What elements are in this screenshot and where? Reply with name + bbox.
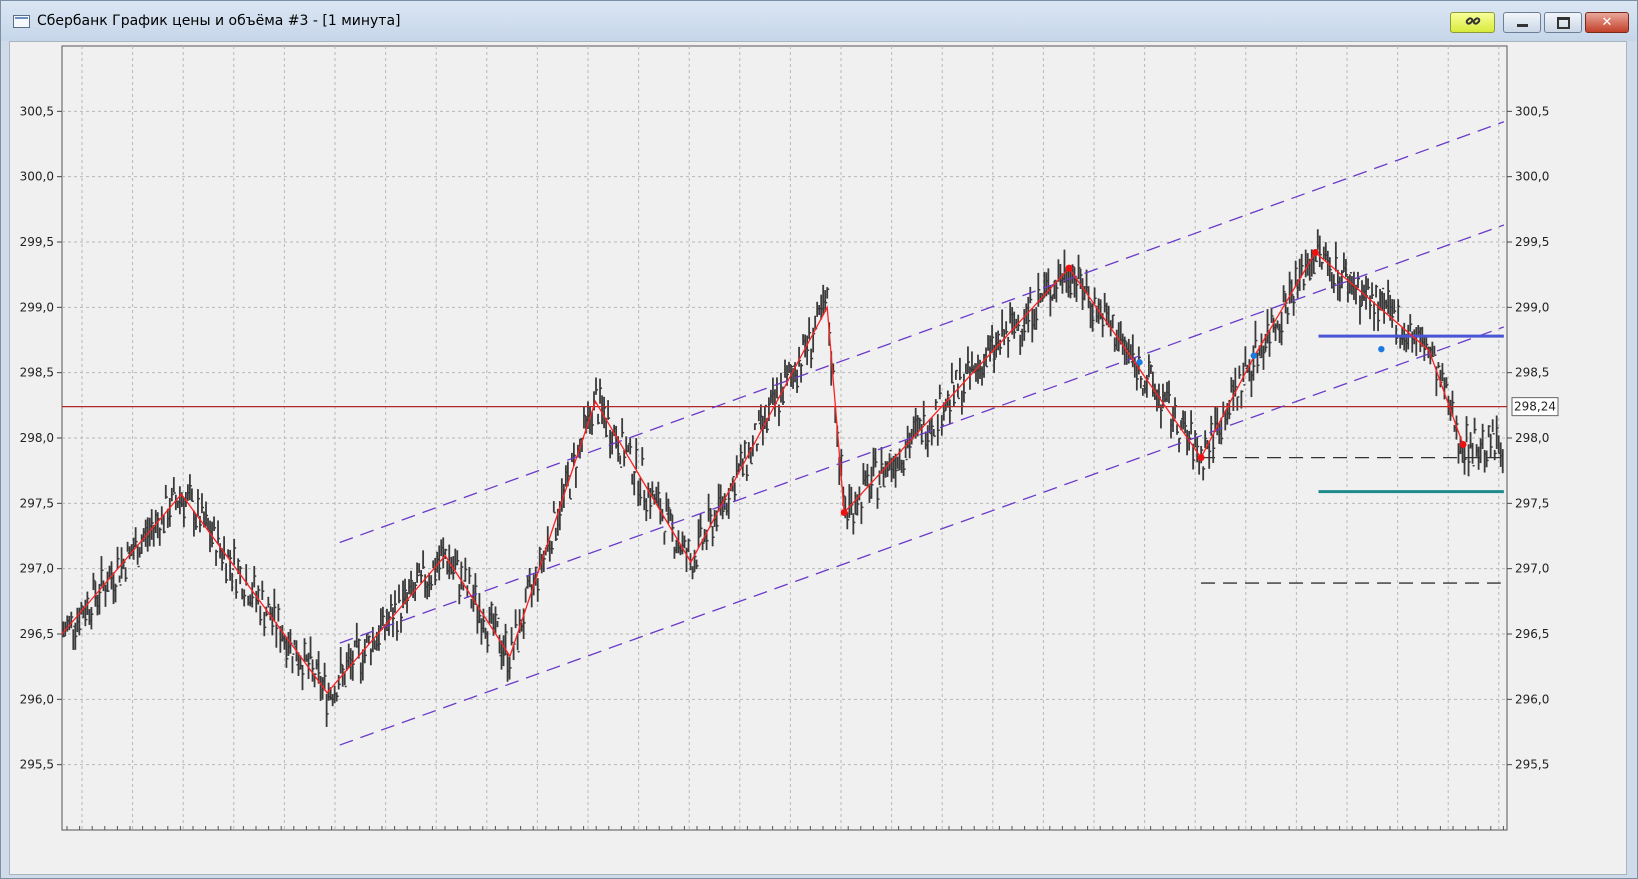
price-chart-panel[interactable]: 300,5 300,5 300,0 300,0 299,5 299,5 299,0 299,0… <box>9 41 1627 875</box>
pivot-marker-red <box>1065 264 1073 272</box>
price-tag-box <box>1511 397 1559 417</box>
link-button[interactable] <box>1450 12 1495 33</box>
y-tick-label-right: 297,5 <box>1515 496 1549 510</box>
link-icon <box>1465 14 1481 32</box>
y-tick-label-right: 299,5 <box>1515 235 1549 249</box>
y-tick-label: 297,0 <box>20 562 54 576</box>
y-tick-label: 297,5 <box>20 496 54 510</box>
price-tag-label: 298,24 <box>1514 400 1556 414</box>
pivot-marker-red <box>1197 454 1205 462</box>
trend-channel-line <box>339 224 1505 644</box>
y-tick-label-right: 298,5 <box>1515 366 1549 380</box>
zigzag-line <box>61 251 1464 694</box>
close-button[interactable]: ✕ <box>1585 12 1629 33</box>
y-tick-label: 298,5 <box>20 366 54 380</box>
y-tick-label: 298,0 <box>20 431 54 445</box>
y-tick-label: 299,0 <box>20 300 54 314</box>
y-tick-label: 296,5 <box>20 627 54 641</box>
close-icon: ✕ <box>1601 15 1613 30</box>
restore-button[interactable] <box>1544 12 1582 33</box>
pivot-marker-blue <box>1250 352 1258 359</box>
pivot-marker-blue <box>1136 359 1143 366</box>
trend-channel-line <box>339 121 1505 544</box>
y-tick-label: 300,5 <box>20 104 54 118</box>
minimize-button[interactable] <box>1503 12 1541 33</box>
y-tick-label-right: 300,5 <box>1515 104 1549 118</box>
y-tick-label-right: 296,5 <box>1515 627 1549 641</box>
y-tick-label: 300,0 <box>20 170 54 184</box>
y-tick-label: 299,5 <box>20 235 54 249</box>
y-tick-label-right: 299,0 <box>1515 300 1549 314</box>
y-tick-label: 295,5 <box>20 758 54 772</box>
pivot-marker-blue <box>1378 345 1385 353</box>
minimize-icon <box>1516 24 1528 27</box>
y-tick-label-right: 296,0 <box>1515 692 1549 706</box>
pivot-marker-red <box>1311 248 1319 256</box>
title-bar[interactable]: Сбербанк График цены и объёма #3 - [1 ми… <box>1 1 1637 41</box>
y-tick-label-right: 300,0 <box>1515 170 1549 184</box>
trend-channel-line <box>339 326 1505 746</box>
pivot-marker-red <box>840 508 848 516</box>
y-tick-label-right: 298,0 <box>1515 431 1549 445</box>
restore-icon <box>1556 16 1570 29</box>
chart-window-icon <box>13 15 30 28</box>
y-tick-label: 296,0 <box>20 692 54 706</box>
y-tick-label-right: 297,0 <box>1515 562 1549 576</box>
price-chart[interactable]: 300,5 300,5 300,0 300,0 299,5 299,5 299,0 299,0… <box>10 42 1626 874</box>
window-title: Сбербанк График цены и объёма #3 - [1 ми… <box>37 13 401 29</box>
y-tick-label-right: 295,5 <box>1515 758 1549 772</box>
pivot-marker-red <box>1459 441 1467 449</box>
